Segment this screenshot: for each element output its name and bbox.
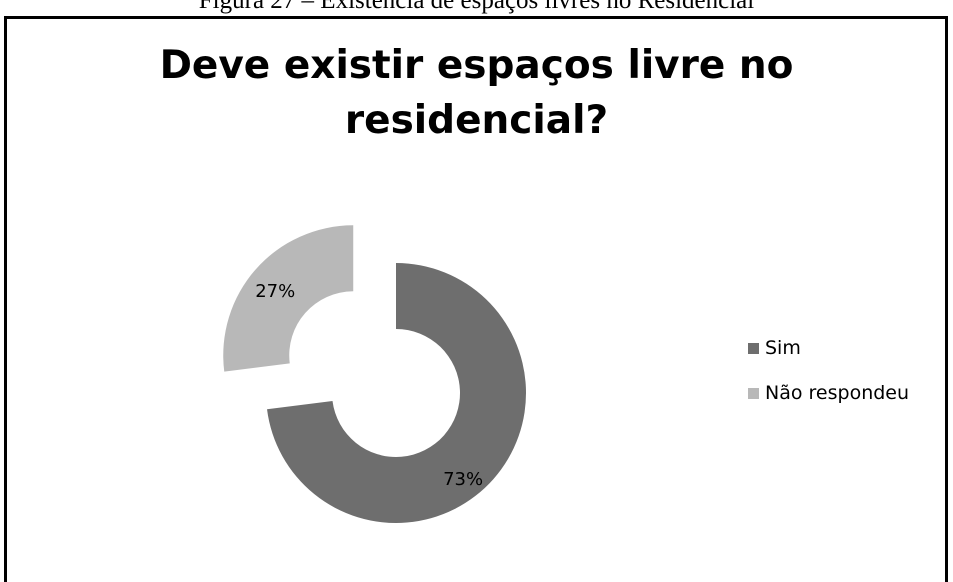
figure-caption: Figura 27 – Existência de espaços livres… [198,0,755,14]
legend-item-nao-respondeu: Não respondeu [748,381,909,405]
data-label-nao-respondeu: 27% [255,281,295,302]
donut-slice-sim [267,263,526,523]
legend-item-sim: Sim [748,336,909,360]
legend-swatch-sim [748,342,759,354]
legend-label-nao-respondeu: Não respondeu [765,382,910,404]
legend-swatch-nao-respondeu [748,387,759,399]
donut-slice-nao-respondeu [223,225,354,372]
chart-title-line2: residencial? [344,98,609,143]
chart-title-line1: Deve existir espaços livre no [159,43,794,88]
chart-legend: Sim Não respondeu [748,336,909,426]
chart-title: Deve existir espaços livre no residencia… [0,38,953,148]
legend-label-sim: Sim [765,337,801,359]
data-label-sim: 73% [443,469,483,490]
